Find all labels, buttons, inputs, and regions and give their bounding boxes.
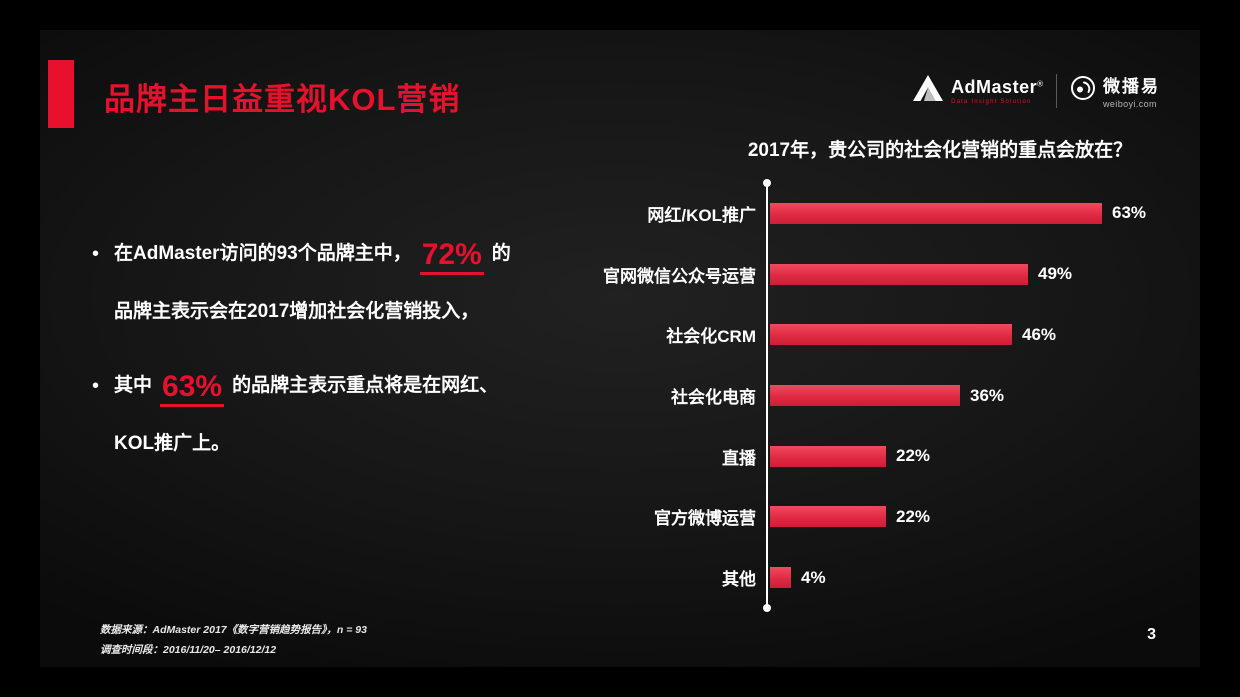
chart-row: 官网微信公众号运营 49%: [560, 244, 1190, 305]
chart-category-label: 其他: [722, 570, 756, 590]
weiboyi-circle-icon: [1070, 75, 1096, 106]
admaster-triangle-icon: [912, 74, 944, 107]
bullet-point-1: • 在AdMaster访问的93个品牌主中， 72% 的 品牌主表示会在2017增加…: [92, 225, 572, 341]
bullet1-pre: 在AdMaster访问的93个品牌主中，: [114, 243, 412, 264]
weiboyi-text-block: 微播易 weiboyi.com: [1103, 72, 1160, 109]
chart-category-label: 社会化CRM: [666, 327, 756, 347]
chart-bar: [770, 445, 886, 467]
survey-period-note: 调查时间段：2016/11/20– 2016/12/12: [100, 644, 277, 656]
chart-rows: 网红/KOL推广 63% 官网微信公众号运营 49% 社会化CRM 46% 社会化电商 36%…: [560, 183, 1190, 608]
chart-bar: [770, 567, 791, 589]
chart-category-label: 网红/KOL推广: [647, 205, 756, 225]
chart-axis-line: [763, 179, 771, 612]
admaster-text-block: AdMaster® Data Insight Solution: [951, 77, 1043, 105]
chart-bar: [770, 324, 1012, 346]
chart-category-label: 官方微博运营: [654, 509, 756, 529]
chart-value-label: 22%: [896, 446, 931, 466]
bullet1-post: 的: [491, 243, 511, 264]
bullet-marker: •: [92, 375, 100, 397]
bullet1-highlight-72: 72%: [419, 240, 484, 275]
bullet2-highlight-63: 63%: [160, 372, 225, 407]
bullet2-pre: 其中: [114, 375, 153, 396]
chart-row: 直播 22%: [560, 426, 1190, 487]
chart-row: 官方微博运营 22%: [560, 487, 1190, 548]
chart-value-label: 49%: [1038, 264, 1073, 284]
chart-value-label: 22%: [896, 506, 931, 526]
chart-row: 社会化CRM 46%: [560, 304, 1190, 365]
logo-divider: [1056, 73, 1057, 108]
chart-value-label: 46%: [1022, 324, 1057, 344]
bullet2-line2: KOL推广上。: [114, 433, 231, 454]
weiboyi-logo: 微播易 weiboyi.com: [1070, 72, 1160, 109]
chart-row: 网红/KOL推广 63%: [560, 183, 1190, 244]
data-source-note: 数据来源：AdMaster 2017《数字营销趋势报告》，n = 93: [100, 624, 367, 636]
chart-row: 其他 4%: [560, 547, 1190, 608]
footer-notes: 数据来源：AdMaster 2017《数字营销趋势报告》，n = 93 调查时间…: [100, 620, 367, 660]
bullet2-text: 其中 63% 的品牌主表示重点将是在网红、 KOL推广上。: [114, 357, 498, 473]
bullet1-text: 在AdMaster访问的93个品牌主中， 72% 的 品牌主表示会在2017增加社会…: [114, 225, 511, 341]
bullet1-line2: 品牌主表示会在2017增加社会化营销投入，: [114, 301, 480, 322]
chart-value-label: 36%: [970, 385, 1005, 405]
page-title: 品牌主日益重视KOL营销: [104, 82, 461, 117]
chart-bar: [770, 506, 886, 528]
chart-category-label: 官网微信公众号运营: [603, 266, 756, 286]
bar-chart: 2017年，贵公司的社会化营销的重点会放在？ 网红/KOL推广 63% 官网微信公众…: [560, 135, 1190, 645]
admaster-tagline: Data Insight Solution: [951, 98, 1032, 105]
bullet-point-2: • 其中 63% 的品牌主表示重点将是在网红、 KOL推广上。: [92, 357, 572, 473]
chart-category-label: 社会化电商: [671, 388, 756, 408]
registered-mark: ®: [1037, 79, 1043, 89]
bullet2-post: 的品牌主表示重点将是在网红、: [232, 375, 499, 396]
admaster-logo-text: AdMaster: [951, 76, 1038, 97]
bullet-marker: •: [92, 243, 100, 265]
chart-title: 2017年，贵公司的社会化营销的重点会放在？: [747, 140, 1133, 161]
chart-bar: [770, 263, 1028, 285]
title-accent-bar: [48, 60, 74, 128]
chart-bar: [770, 385, 960, 407]
chart-category-label: 直播: [722, 448, 756, 468]
page-number: 3: [1147, 626, 1156, 643]
weiboyi-logo-text: 微播易: [1103, 77, 1160, 96]
logo-group: AdMaster® Data Insight Solution 微播易 weib…: [912, 72, 1160, 109]
chart-value-label: 4%: [801, 567, 826, 587]
slide: 品牌主日益重视KOL营销 AdMaster® Data Insight Solu…: [40, 30, 1200, 667]
chart-value-label: 63%: [1112, 203, 1147, 223]
bullet-list: • 在AdMaster访问的93个品牌主中， 72% 的 品牌主表示会在2017增加…: [92, 225, 572, 489]
admaster-logo: AdMaster® Data Insight Solution: [912, 74, 1043, 107]
chart-row: 社会化电商 36%: [560, 365, 1190, 426]
chart-bar: [770, 202, 1102, 224]
weiboyi-domain: weiboyi.com: [1103, 99, 1157, 109]
